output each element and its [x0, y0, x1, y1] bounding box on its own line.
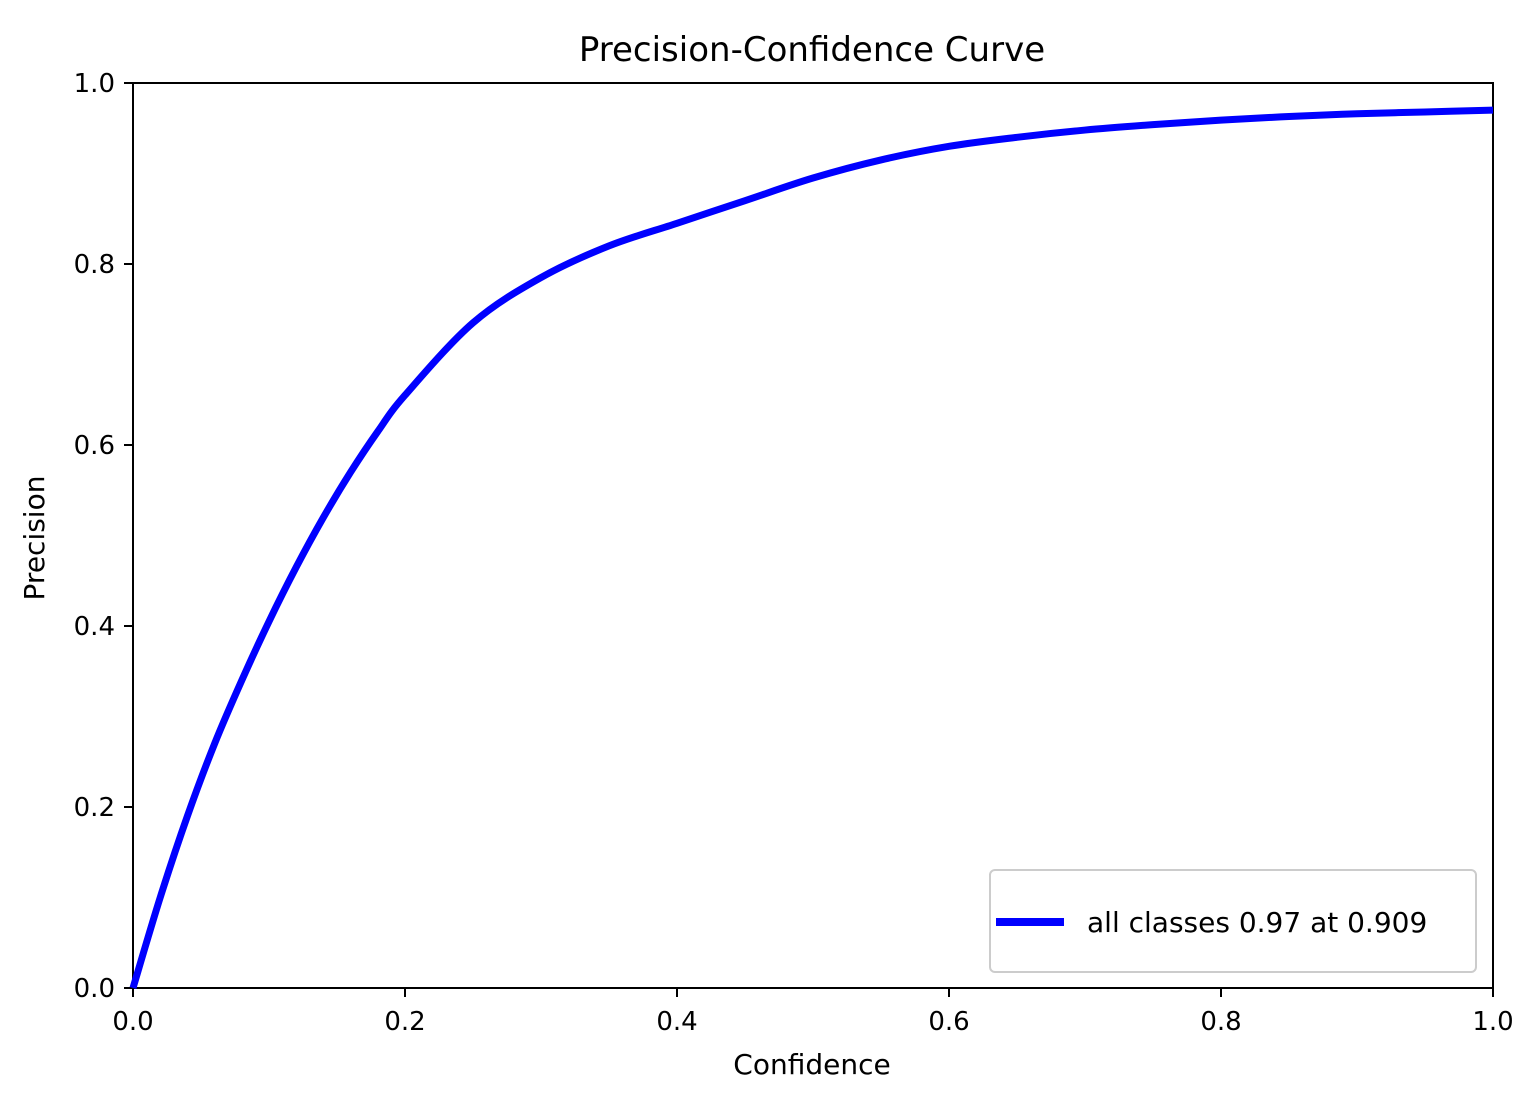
y-tick-label: 0.0 — [74, 974, 115, 1004]
y-axis-label: Precision — [18, 476, 51, 601]
legend: all classes 0.97 at 0.909 — [989, 869, 1477, 973]
y-tick-label: 0.2 — [74, 793, 115, 823]
y-ticks: 0.0 0.2 0.4 0.6 0.8 1.0 — [74, 69, 133, 1004]
y-tick-label: 0.6 — [74, 431, 115, 461]
x-tick-label: 0.6 — [928, 1007, 969, 1037]
chart-title: Precision-Confidence Curve — [579, 30, 1045, 70]
x-tick-label: 0.0 — [112, 1007, 153, 1037]
x-axis-label: Confidence — [733, 1048, 890, 1081]
plot-area: 0.0 0.2 0.4 0.6 0.8 1.0 0.0 0.2 0.4 0.6 0.8 1.0 — [74, 69, 1514, 1037]
legend-label: all classes 0.97 at 0.909 — [1087, 906, 1427, 939]
series-line-all-classes — [129, 106, 1494, 990]
legend-box — [989, 869, 1477, 973]
y-tick-label: 0.8 — [74, 250, 115, 280]
x-ticks: 0.0 0.2 0.4 0.6 0.8 1.0 — [112, 988, 1514, 1037]
y-tick-label: 1.0 — [74, 69, 115, 99]
x-tick-label: 0.4 — [656, 1007, 697, 1037]
x-tick-label: 0.8 — [1200, 1007, 1241, 1037]
x-tick-label: 1.0 — [1472, 1007, 1513, 1037]
plot-frame — [132, 82, 1494, 989]
y-tick-label: 0.4 — [74, 612, 115, 642]
x-tick-label: 0.2 — [384, 1007, 425, 1037]
